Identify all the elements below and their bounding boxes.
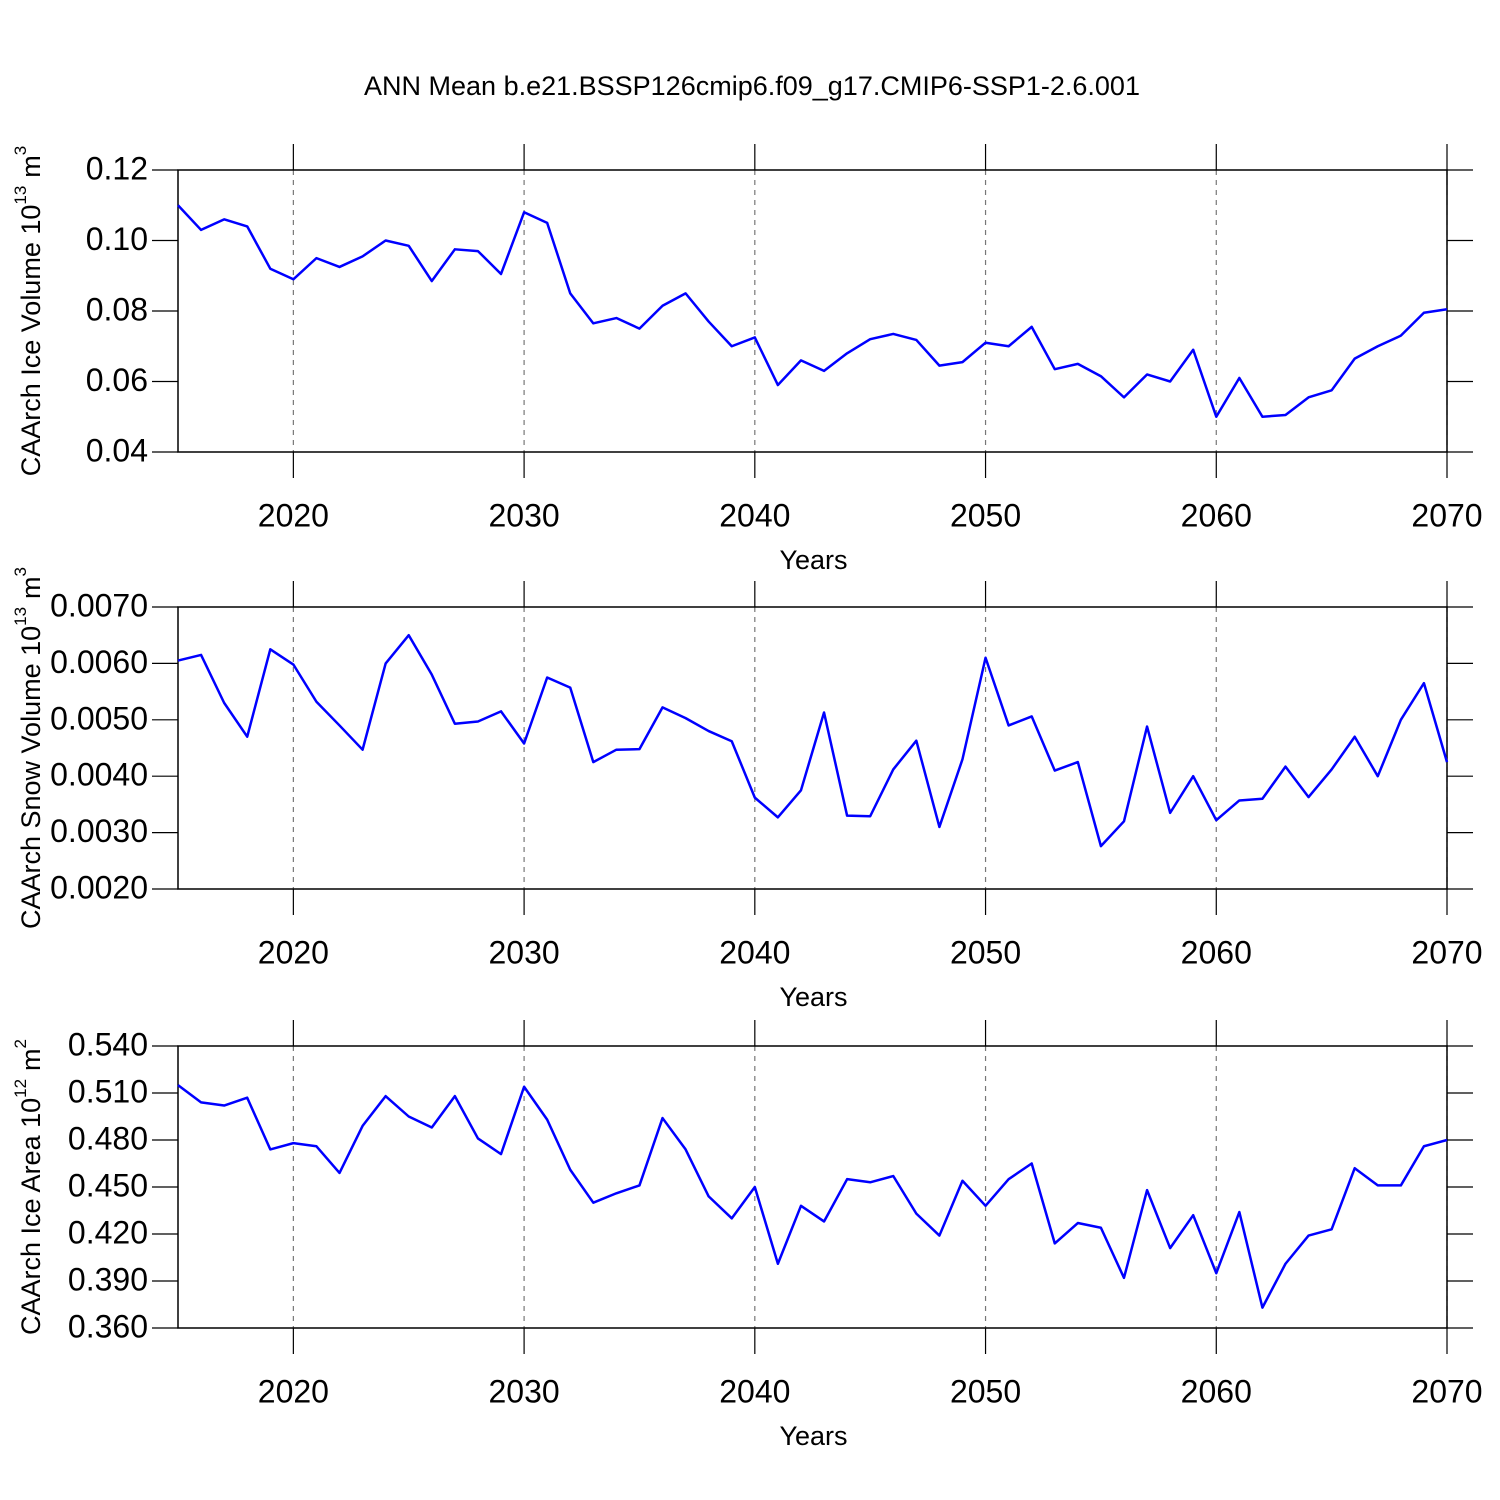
y-tick-label: 0.450 bbox=[68, 1167, 148, 1203]
y-axis-label-unit: m bbox=[16, 1048, 46, 1071]
x-tick-label: 2040 bbox=[719, 1373, 790, 1409]
x-tick-label: 2050 bbox=[950, 497, 1021, 533]
y-axis-label-text: CAArch Snow Volume 10 bbox=[16, 626, 46, 929]
y-tick-label: 0.08 bbox=[86, 291, 148, 327]
y-tick-label: 0.510 bbox=[68, 1073, 148, 1109]
y-axis-label-exp: 13 bbox=[11, 607, 30, 626]
data-line bbox=[177, 1084, 1448, 1309]
y-tick-label: 0.480 bbox=[68, 1120, 148, 1156]
y-tick-label: 0.0060 bbox=[50, 644, 148, 680]
x-tick-label: 2050 bbox=[950, 934, 1021, 970]
chart-title: ANN Mean b.e21.BSSP126cmip6.f09_g17.CMIP… bbox=[364, 71, 1140, 101]
y-tick-label: 0.390 bbox=[68, 1261, 148, 1297]
y-tick-label: 0.04 bbox=[86, 432, 148, 468]
y-tick-label: 0.0020 bbox=[50, 869, 148, 905]
x-tick-label: 2060 bbox=[1181, 1373, 1252, 1409]
y-tick-label: 0.0030 bbox=[50, 813, 148, 849]
y-tick-label: 0.540 bbox=[68, 1026, 148, 1062]
data-line bbox=[177, 633, 1449, 848]
y-tick-label: 0.420 bbox=[68, 1214, 148, 1250]
x-tick-label: 2060 bbox=[1181, 934, 1252, 970]
x-tick-label: 2050 bbox=[950, 1373, 1021, 1409]
x-tick-label: 2020 bbox=[258, 1373, 329, 1409]
y-axis-label-text: CAArch Ice Volume 10 bbox=[16, 205, 46, 477]
y-axis-label: CAArch Ice Area 1012 m2 bbox=[11, 1039, 46, 1335]
x-tick-label: 2030 bbox=[488, 1373, 559, 1409]
plot-frame bbox=[177, 1045, 1448, 1329]
plot-frame bbox=[177, 169, 1448, 453]
y-axis-label-unit-exp: 3 bbox=[11, 146, 30, 155]
plot-frame bbox=[177, 606, 1448, 890]
y-axis-label: CAArch Ice Volume 1013 m3 bbox=[11, 146, 46, 477]
x-tick-label: 2040 bbox=[719, 934, 790, 970]
x-axis-label: Years bbox=[779, 1421, 847, 1451]
x-tick-label: 2060 bbox=[1181, 497, 1252, 533]
y-tick-label: 0.10 bbox=[86, 221, 148, 257]
y-axis-label-unit-exp: 3 bbox=[11, 567, 30, 576]
x-tick-label: 2020 bbox=[258, 497, 329, 533]
y-axis-label-text: CAArch Ice Area 10 bbox=[16, 1098, 46, 1335]
y-tick-label: 0.06 bbox=[86, 362, 148, 398]
x-tick-label: 2030 bbox=[488, 934, 559, 970]
y-axis-label-unit-exp: 2 bbox=[11, 1039, 30, 1048]
x-tick-label: 2030 bbox=[488, 497, 559, 533]
y-tick-label: 0.360 bbox=[68, 1308, 148, 1344]
x-tick-label: 2020 bbox=[258, 934, 329, 970]
y-axis-label-exp: 12 bbox=[11, 1079, 30, 1098]
y-tick-label: 0.0040 bbox=[50, 757, 148, 793]
y-axis-label-unit: m bbox=[16, 576, 46, 599]
y-axis-label: CAArch Snow Volume 1013 m3 bbox=[11, 567, 46, 929]
x-tick-label: 2070 bbox=[1411, 1373, 1482, 1409]
y-tick-label: 0.12 bbox=[86, 150, 148, 186]
data-line bbox=[177, 204, 1448, 418]
y-tick-label: 0.0050 bbox=[50, 700, 148, 736]
x-axis-label: Years bbox=[779, 545, 847, 575]
y-axis-label-exp: 13 bbox=[11, 186, 30, 205]
x-axis-label: Years bbox=[779, 982, 847, 1012]
y-axis-label-unit: m bbox=[16, 155, 46, 178]
x-tick-label: 2040 bbox=[719, 497, 790, 533]
x-tick-label: 2070 bbox=[1411, 934, 1482, 970]
x-tick-label: 2070 bbox=[1411, 497, 1482, 533]
y-tick-label: 0.0070 bbox=[50, 587, 148, 623]
